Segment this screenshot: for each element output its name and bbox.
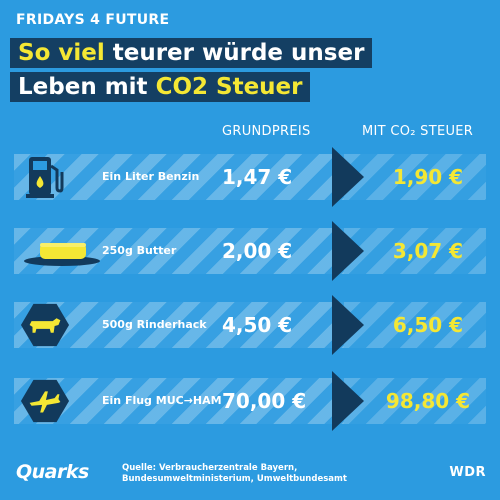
row-co2-price: 1,90 € <box>392 165 464 189</box>
row-base-price: 1,47 € <box>222 165 293 189</box>
kicker: FRIDAYS 4 FUTURE <box>16 12 170 28</box>
row-label: 500g Rinderhack <box>102 318 207 331</box>
headline-text-2: Leben mit <box>18 74 156 100</box>
price-row-flug: Ein Flug MUC→HAM 70,00 € 98,80 € <box>14 371 486 431</box>
row-co2-price: 6,50 € <box>392 313 464 337</box>
row-band-right <box>344 302 486 348</box>
headline: So viel teurer würde unser Leben mit CO2… <box>10 38 373 106</box>
row-co2-price: 98,80 € <box>385 389 471 413</box>
fuel-pump-icon <box>20 152 70 202</box>
row-band-right <box>344 228 486 274</box>
headline-line-2: Leben mit CO2 Steuer <box>10 72 311 102</box>
price-row-benzin: Ein Liter Benzin 1,47 € 1,90 € <box>14 147 486 207</box>
price-row-butter: 250g Butter 2,00 € 3,07 € <box>14 221 486 281</box>
headline-highlight-1: So viel <box>18 40 105 66</box>
row-band-right <box>344 378 486 424</box>
column-header-base: GRUNDPREIS <box>222 124 311 139</box>
quarks-logo: Quarks <box>16 461 89 483</box>
source-text: Quelle: Verbraucherzentrale Bayern, Bund… <box>122 463 347 484</box>
cow-icon <box>20 300 70 350</box>
arrow-right-icon <box>332 221 364 281</box>
butter-icon <box>22 226 102 276</box>
row-base-price: 2,00 € <box>222 239 293 263</box>
arrow-right-icon <box>332 371 364 431</box>
row-co2-price: 3,07 € <box>392 239 464 263</box>
wdr-logo: WDR <box>449 465 486 480</box>
row-base-price: 4,50 € <box>222 313 293 337</box>
row-band <box>14 154 344 200</box>
row-base-price: 70,00 € <box>222 389 307 413</box>
row-label: Ein Liter Benzin <box>102 170 200 183</box>
airplane-icon <box>20 376 70 426</box>
arrow-right-icon <box>332 147 364 207</box>
arrow-right-icon <box>332 295 364 355</box>
row-band-right <box>344 154 486 200</box>
headline-text-1: teurer würde unser <box>104 40 365 66</box>
column-header-co2: MIT CO₂ STEUER <box>362 124 474 139</box>
row-label: 250g Butter <box>102 244 177 257</box>
row-label: Ein Flug MUC→HAM <box>102 394 222 407</box>
price-row-rinderhack: 500g Rinderhack 4,50 € 6,50 € <box>14 295 486 355</box>
headline-highlight-2: CO2 Steuer <box>155 74 303 100</box>
headline-line-1: So viel teurer würde unser <box>10 38 373 68</box>
